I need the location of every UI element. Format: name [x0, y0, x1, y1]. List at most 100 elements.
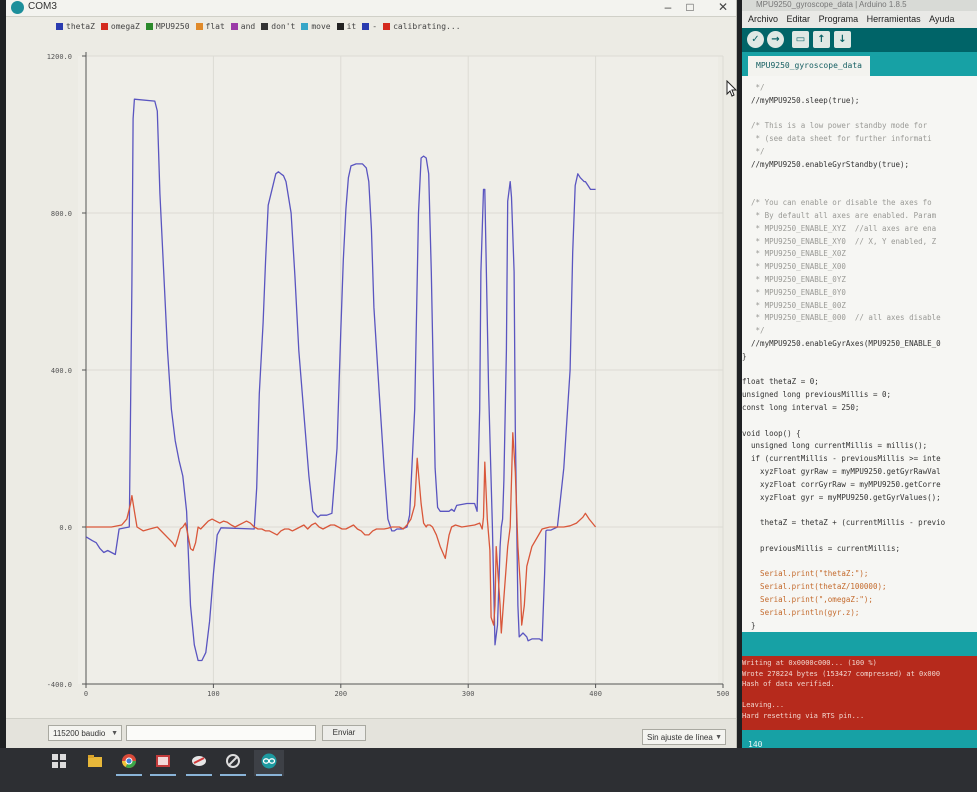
code-line: if (currentMillis - previousMillis >= in… [742, 454, 941, 464]
taskbar-indicator [150, 774, 176, 776]
x-axis-ticks: 0 100 200 300 400 500 [84, 684, 729, 698]
plot-legend: thetaZ omegaZ MPU9250 flat and don't move it - ca… [56, 22, 467, 36]
code-line: /* This is a low power standby mode for [742, 121, 928, 131]
legend-item[interactable]: flat [195, 22, 225, 31]
ide-menubar: Archivo Editar Programa Herramientas Ayu… [742, 11, 977, 28]
legend-label: move [311, 22, 331, 31]
legend-label: flat [205, 22, 225, 31]
legend-item[interactable]: MPU9250 [145, 22, 190, 31]
code-line: unsigned long currentMillis = millis(); [742, 441, 928, 451]
chevron-down-icon: ▼ [111, 730, 118, 737]
code-line: * MPU9250_ENABLE_X0Z [742, 249, 846, 259]
open-icon[interactable]: ↑ [813, 31, 830, 48]
legend-label: - [372, 22, 378, 31]
save-icon[interactable]: ↓ [834, 31, 851, 48]
legend-label: MPU9250 [155, 22, 190, 31]
windows-start-icon[interactable] [44, 750, 74, 776]
plot-series [85, 98, 597, 662]
maximize-button[interactable]: □ [686, 0, 694, 14]
code-line: */ [742, 326, 765, 336]
menu-archivo[interactable]: Archivo [748, 14, 779, 24]
console-line: Leaving... [742, 701, 785, 709]
legend-item[interactable]: calibrating... [383, 22, 461, 31]
legend-label: calibrating... [393, 22, 461, 31]
tab-sketch[interactable]: MPU9250_gyroscope_data [748, 56, 870, 76]
y-tick-label: 800.0 [51, 210, 72, 218]
code-line: thetaZ = thetaZ + (currentMillis - previ… [742, 518, 946, 528]
code-line: * MPU9250_ENABLE_0Y0 [742, 287, 846, 297]
line-ending-select[interactable]: Sin ajuste de línea ▼ [642, 729, 726, 745]
code-line: Serial.print(thetaZ/100000); [742, 582, 887, 592]
x-tick-label: 200 [334, 690, 347, 698]
legend-item[interactable]: move [301, 22, 331, 31]
taskbar-indicator [256, 774, 282, 776]
legend-swatch [336, 23, 344, 30]
legend-swatch [230, 23, 238, 30]
legend-item[interactable]: omegaZ [100, 22, 140, 31]
console-line: Hash of data verified. [742, 680, 835, 688]
app-icon[interactable] [148, 750, 178, 776]
minimize-button[interactable]: – [664, 0, 672, 14]
x-tick-label: 300 [462, 690, 475, 698]
chrome-icon[interactable] [114, 750, 144, 776]
code-editor[interactable]: */ //myMPU9250.sleep(true); /* This is a… [742, 76, 977, 632]
code-line: * MPU9250_ENABLE_XY0 // X, Y enabled, Z [742, 236, 937, 246]
x-tick-label: 500 [717, 690, 730, 698]
code-line: * MPU9250_ENABLE_X00 [742, 262, 846, 272]
y-tick-label: 0.0 [59, 524, 72, 532]
close-button[interactable]: ✕ [717, 0, 729, 14]
legend-item[interactable]: and [230, 22, 255, 31]
legend-item[interactable]: it [336, 22, 357, 31]
plotter-titlebar: COM3 – □ ✕ [6, 0, 736, 17]
code-line: Serial.print("thetaZ:"); [742, 569, 869, 579]
upload-icon[interactable]: → [767, 31, 784, 48]
taskbar-indicator [116, 774, 142, 776]
legend-swatch [145, 23, 153, 30]
ide-tabs: MPU9250_gyroscope_data [742, 52, 977, 76]
console-line: Hard resetting via RTS pin... [742, 711, 865, 720]
y-tick-label: 1200.0 [47, 53, 72, 61]
legend-label: don't [271, 22, 296, 31]
y-tick-label: 400.0 [51, 367, 72, 375]
legend-label: it [346, 22, 357, 31]
code-line: //myMPU9250.sleep(true); [742, 95, 860, 105]
serial-plotter-window: COM3 – □ ✕ thetaZ omegaZ MPU9250 flat and don… [6, 0, 738, 749]
arduino-icon[interactable] [254, 750, 284, 776]
menu-programa[interactable]: Programa [818, 14, 859, 24]
serial-plot: -400.0 0.0 400.0 800.0 1200.0 0 100 200 300 400 5… [47, 52, 729, 698]
file-explorer-icon[interactable] [80, 750, 110, 776]
send-button[interactable]: Enviar [322, 725, 366, 741]
legend-swatch [362, 23, 370, 30]
ide-titlebar: MPU9250_gyroscope_data | Arduino 1.8.5 [742, 0, 977, 11]
arduino-ide-window: MPU9250_gyroscope_data | Arduino 1.8.5 A… [742, 0, 977, 752]
baud-rate-select[interactable]: 115200 baudio ▼ [48, 725, 122, 741]
legend-item[interactable]: thetaZ [56, 22, 95, 31]
legend-item[interactable]: don't [261, 22, 295, 31]
y-axis-ticks: -400.0 0.0 400.0 800.0 1200.0 [47, 53, 86, 689]
new-icon[interactable]: ▭ [792, 31, 809, 48]
baud-rate-value: 115200 baudio [53, 729, 106, 738]
send-text-input[interactable] [126, 725, 316, 741]
menu-herramientas[interactable]: Herramientas [866, 14, 921, 24]
code-line: previousMillis = currentMillis; [742, 543, 901, 553]
legend-item[interactable]: - [362, 22, 377, 31]
ide-window-title: MPU9250_gyroscope_data | Arduino 1.8.5 [756, 0, 907, 9]
editor-console-divider[interactable] [742, 632, 977, 656]
taskbar-indicator [186, 774, 212, 776]
code-line: /* You can enable or disable the axes fo [742, 198, 932, 208]
code-line: } [742, 351, 747, 361]
verify-icon[interactable]: ✓ [747, 31, 764, 48]
code-line: * MPU9250_ENABLE_0YZ [742, 275, 846, 284]
code-line: unsigned long previousMillis = 0; [742, 390, 892, 400]
plotter-window-title: COM3 [28, 1, 57, 12]
code-line: Serial.print(",omegaZ:"); [742, 595, 873, 604]
legend-swatch [195, 23, 203, 30]
code-line: xyzFloat gyr = myMPU9250.getGyrValues(); [742, 492, 941, 502]
code-line: * By default all axes are enabled. Param [742, 211, 937, 220]
menu-ayuda[interactable]: Ayuda [929, 14, 955, 24]
menu-editar[interactable]: Editar [786, 14, 811, 24]
app-icon-2[interactable] [184, 750, 214, 776]
tool-icon[interactable] [218, 750, 248, 776]
code-line: const long interval = 250; [742, 403, 860, 412]
